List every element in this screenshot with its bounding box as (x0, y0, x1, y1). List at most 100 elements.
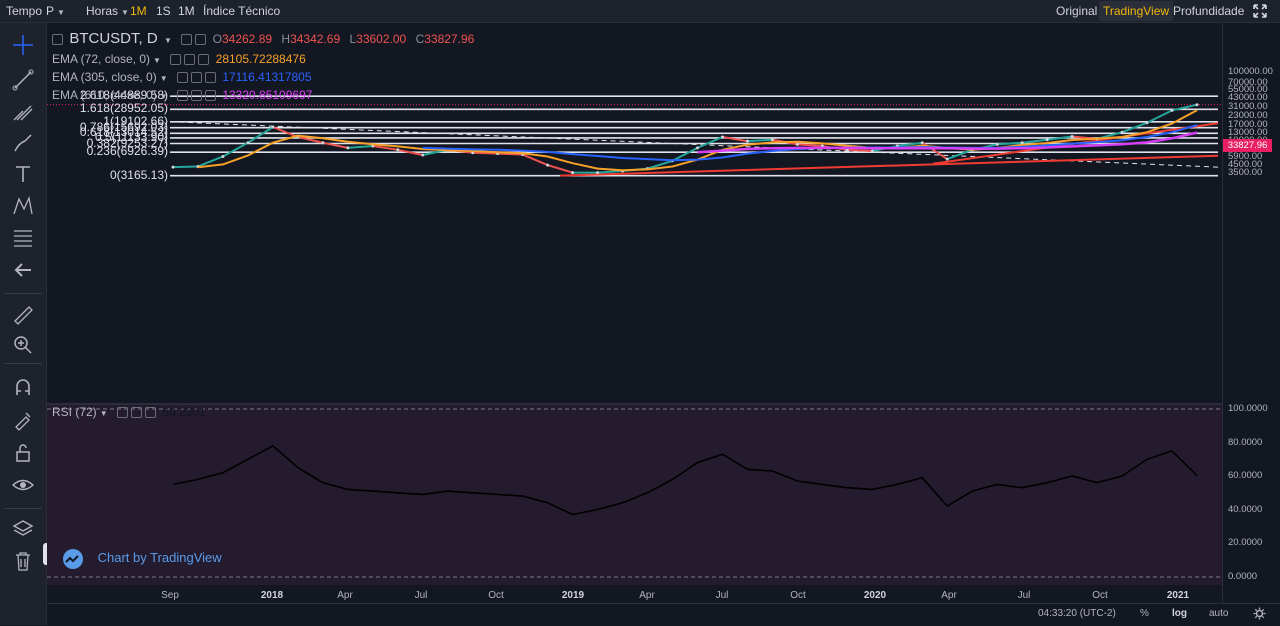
interval-1m-month-button[interactable]: 1M (178, 4, 195, 18)
close-square-icon[interactable] (204, 72, 216, 84)
price-point (596, 171, 600, 175)
price-point (870, 149, 874, 153)
ema305-label[interactable]: EMA (305, close, 0) (52, 70, 157, 84)
magnet-icon[interactable] (11, 375, 35, 399)
chevron-down-icon[interactable]: ▼ (159, 74, 168, 83)
hide-square-icon[interactable] (184, 54, 196, 66)
chevron-down-icon[interactable]: ▼ (99, 409, 108, 418)
fib-retracement-icon[interactable] (11, 226, 35, 250)
close-label: C (415, 32, 425, 46)
hide-square-icon[interactable] (190, 72, 202, 84)
price-point (1145, 121, 1149, 125)
price-segment (997, 141, 1023, 146)
price-tick: 17000.00 (1228, 119, 1268, 131)
trendline-icon[interactable] (11, 68, 35, 92)
top-toolbar: Tempo P ▼ Horas ▼ 1M 1S 1M Índice Técnico … (0, 0, 1280, 23)
price-point (1070, 134, 1074, 138)
price-segment (547, 164, 573, 174)
hide-square-icon[interactable] (130, 407, 142, 419)
settings-square-icon[interactable] (170, 54, 182, 66)
hide-square-icon[interactable] (190, 90, 202, 102)
chevron-down-icon: ▼ (121, 8, 129, 17)
close-square-icon[interactable] (198, 54, 210, 66)
price-point (171, 165, 175, 169)
crosshair-icon[interactable] (11, 33, 35, 57)
hide-square-icon[interactable] (195, 34, 207, 46)
interval-1s-button[interactable]: 1S (156, 4, 171, 18)
sidebar-collapse-handle[interactable] (43, 543, 50, 565)
arrow-left-icon[interactable] (11, 258, 35, 282)
symbol-label[interactable]: BTCUSDT, D (69, 30, 158, 47)
close-square-icon[interactable] (144, 407, 156, 419)
eye-icon[interactable] (11, 473, 35, 497)
pattern-icon[interactable] (11, 194, 35, 218)
price-point (745, 139, 749, 143)
price-segment (647, 159, 673, 170)
trash-icon[interactable] (11, 549, 35, 573)
collapse-square-icon[interactable] (52, 34, 63, 46)
settings-gear-icon[interactable] (1253, 607, 1266, 620)
price-tick: 4500.00 (1228, 159, 1263, 171)
main-legend: BTCUSDT, D ▼ O34262.89 H34342.69 L33602.… (52, 30, 474, 48)
price-point (346, 146, 350, 150)
percent-scale-button[interactable]: % (1140, 608, 1149, 619)
view-depth-tab[interactable]: Profundidade (1173, 4, 1245, 18)
settings-square-icon[interactable] (176, 72, 188, 84)
view-original-tab[interactable]: Original (1056, 4, 1098, 18)
chevron-down-icon: ▼ (57, 8, 65, 17)
price-segment (897, 141, 923, 148)
interval-1m-button[interactable]: 1M (130, 4, 147, 18)
price-axis[interactable] (1222, 23, 1280, 603)
chevron-down-icon[interactable]: ▼ (159, 92, 168, 101)
brush-icon[interactable] (11, 131, 35, 155)
settings-square-icon[interactable] (116, 407, 128, 419)
price-tick: 70000.00 (1228, 76, 1268, 88)
pitchfork-icon[interactable] (11, 99, 35, 123)
sidebar-separator (4, 363, 42, 364)
settings-square-icon[interactable] (181, 34, 193, 46)
price-tick: 43000.00 (1228, 91, 1268, 103)
settings-square-icon[interactable] (176, 90, 188, 102)
lock-icon[interactable] (11, 441, 35, 465)
price-segment (597, 169, 623, 174)
rsi-label[interactable]: RSI (72) (52, 405, 97, 419)
watermark-text: Chart by TradingView (97, 550, 222, 565)
ema610-label[interactable]: EMA (610, close, 0) (52, 88, 157, 102)
text-tool-icon[interactable] (11, 162, 35, 186)
stay-in-drawing-icon[interactable] (11, 408, 35, 432)
price-segment (322, 141, 349, 149)
ema610-legend: EMA (610, close, 0) ▼ 13320.85109697 (52, 86, 312, 104)
ema72-legend: EMA (72, close, 0) ▼ 28105.72288476 (52, 50, 306, 68)
bottom-bar (47, 603, 1280, 626)
ema72-label[interactable]: EMA (72, close, 0) (52, 52, 151, 66)
sidebar-separator (4, 293, 42, 294)
price-point (795, 142, 799, 146)
fullscreen-icon[interactable] (1252, 3, 1268, 19)
price-point (421, 153, 425, 157)
rsi-line (172, 444, 1198, 516)
layers-icon[interactable] (11, 517, 35, 541)
close-square-icon[interactable] (204, 90, 216, 102)
price-segment (1121, 121, 1148, 134)
time-tick: Apr (337, 590, 353, 601)
interval-menu-dropdown[interactable]: Horas ▼ (86, 0, 129, 22)
chevron-down-icon[interactable]: ▼ (164, 36, 172, 45)
chart-type-dropdown[interactable]: P ▼ (46, 0, 65, 22)
auto-scale-button[interactable]: auto (1209, 608, 1229, 619)
rsi-tick: 80.0000 (1228, 436, 1263, 448)
clock-readout: 04:33:20 (UTC-2) (1038, 608, 1116, 619)
price-segment (272, 126, 299, 138)
price-segment (172, 165, 199, 169)
view-tradingview-tab[interactable]: TradingView (1099, 1, 1174, 21)
ruler-icon[interactable] (11, 303, 35, 327)
zoom-in-icon[interactable] (11, 333, 35, 357)
high-label: H (281, 32, 291, 46)
indicators-button[interactable]: Índice Técnico (203, 4, 281, 18)
chevron-down-icon[interactable]: ▼ (153, 56, 161, 65)
tradingview-watermark[interactable]: Chart by TradingView (60, 547, 222, 569)
tempo-label: Tempo (6, 4, 43, 18)
ema305-legend: EMA (305, close, 0) ▼ 17116.41317805 (52, 68, 312, 86)
last-price-tag: 33827.96 (1223, 139, 1272, 152)
log-scale-button[interactable]: log (1172, 608, 1187, 619)
